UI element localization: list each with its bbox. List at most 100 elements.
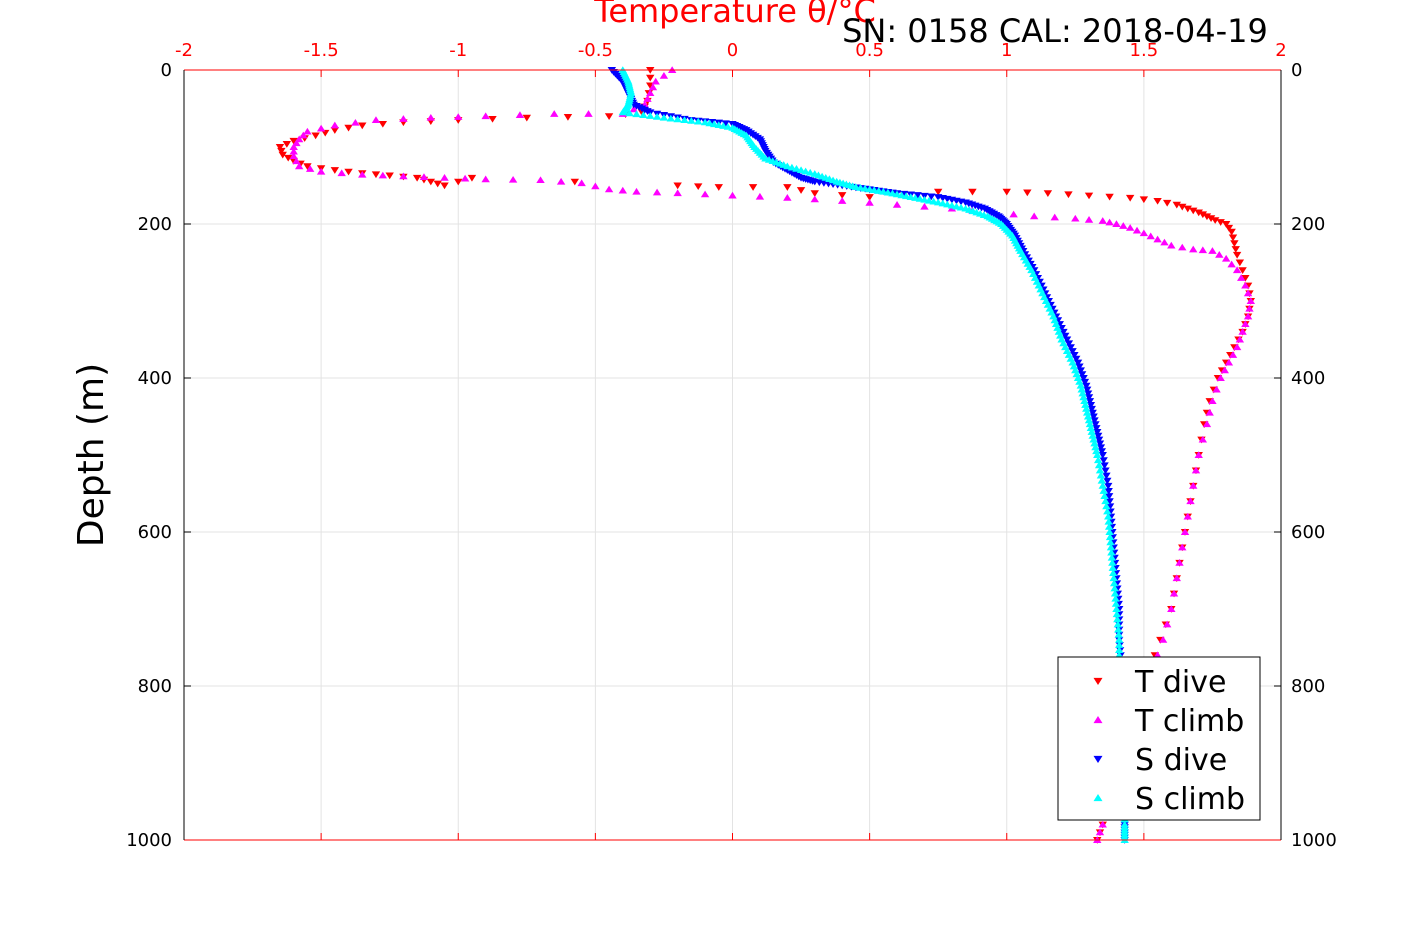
data-point — [1198, 211, 1208, 219]
data-point — [330, 127, 340, 134]
data-point — [625, 109, 634, 117]
data-point — [787, 163, 797, 171]
data-point — [1109, 569, 1118, 577]
data-point — [1100, 492, 1109, 500]
data-point — [467, 174, 477, 182]
data-point — [838, 197, 847, 204]
data-point — [639, 111, 648, 118]
data-point — [1191, 466, 1201, 474]
data-point — [1194, 209, 1203, 217]
legend-label: S climb — [1135, 782, 1245, 817]
data-point — [1064, 191, 1073, 199]
data-point — [1104, 482, 1113, 490]
y-tick-label-right: 1000 — [1291, 830, 1337, 851]
top-axis-label: Temperature θ/°C — [593, 0, 876, 30]
data-point — [604, 185, 614, 193]
data-point — [1208, 247, 1217, 254]
data-point — [1106, 538, 1115, 546]
data-point — [1224, 358, 1234, 366]
data-point — [1215, 251, 1224, 258]
data-point — [1114, 641, 1124, 648]
data-point — [1097, 476, 1107, 484]
data-point — [1064, 340, 1074, 348]
data-point — [278, 151, 287, 159]
data-point — [927, 193, 936, 201]
data-point — [1103, 507, 1112, 515]
data-point — [604, 113, 614, 120]
data-point — [1109, 574, 1118, 582]
data-point — [1112, 220, 1121, 227]
data-point — [806, 168, 815, 176]
x-tick-label: -1 — [449, 40, 467, 61]
data-point — [1082, 382, 1091, 390]
data-point — [1090, 417, 1099, 425]
data-point — [783, 194, 792, 201]
data-point — [1094, 436, 1104, 444]
data-point — [305, 165, 315, 172]
data-point — [292, 157, 301, 165]
data-point — [378, 171, 388, 179]
data-point — [1098, 217, 1107, 224]
data-point — [1125, 194, 1135, 202]
data-point — [412, 174, 422, 182]
data-point — [508, 175, 518, 183]
data-point — [700, 190, 710, 198]
data-point — [1114, 651, 1124, 659]
data-point — [1114, 646, 1124, 654]
x-tick-label: -0.5 — [578, 40, 613, 61]
data-point — [1205, 408, 1214, 416]
data-point — [673, 189, 682, 197]
x-tick-label: 0.5 — [855, 40, 884, 61]
data-point — [618, 186, 627, 194]
data-point — [1220, 366, 1229, 374]
data-point — [796, 166, 806, 174]
data-point — [1096, 444, 1106, 452]
data-point — [1082, 405, 1091, 412]
data-point — [1221, 221, 1231, 228]
data-point — [550, 110, 559, 117]
data-point — [289, 152, 298, 160]
data-point — [1093, 428, 1102, 436]
data-point — [1061, 332, 1070, 340]
data-point — [1093, 456, 1103, 464]
data-point — [1082, 408, 1092, 416]
data-point — [299, 131, 308, 139]
data-point — [1084, 394, 1094, 402]
data-point — [1029, 212, 1039, 220]
data-point — [1153, 651, 1162, 659]
series-t-climb — [289, 66, 1256, 843]
data-point — [277, 147, 286, 155]
data-point — [1070, 351, 1079, 359]
data-point — [1160, 238, 1169, 246]
y-tick-label-left: 200 — [138, 214, 172, 235]
data-point — [1099, 457, 1108, 464]
data-point — [1189, 482, 1198, 489]
data-point — [1080, 397, 1089, 405]
data-point — [652, 188, 662, 196]
data-point — [1087, 405, 1096, 413]
data-point — [920, 202, 929, 210]
data-point — [748, 184, 758, 191]
data-point — [1112, 605, 1121, 612]
data-point — [570, 178, 580, 186]
data-point — [289, 147, 298, 155]
data-point — [1092, 447, 1101, 455]
legend: T dive T climb S dive S climb — [1057, 656, 1261, 821]
data-point — [1186, 497, 1195, 505]
data-point — [1232, 343, 1242, 351]
chart-title: SN: 0158 CAL: 2018-04-19 — [842, 12, 1268, 50]
data-point — [1091, 421, 1100, 428]
data-point — [1206, 215, 1216, 223]
x-tick-label: 1.5 — [1130, 40, 1159, 61]
legend-marker — [1093, 793, 1103, 802]
data-point — [792, 165, 801, 172]
series-s-climb — [618, 66, 1129, 843]
data-point — [1066, 344, 1075, 351]
data-point — [1139, 229, 1149, 237]
data-point — [371, 116, 381, 123]
data-point — [1108, 564, 1117, 571]
data-point — [1098, 482, 1107, 489]
data-point — [337, 169, 346, 177]
data-point — [1082, 386, 1092, 394]
